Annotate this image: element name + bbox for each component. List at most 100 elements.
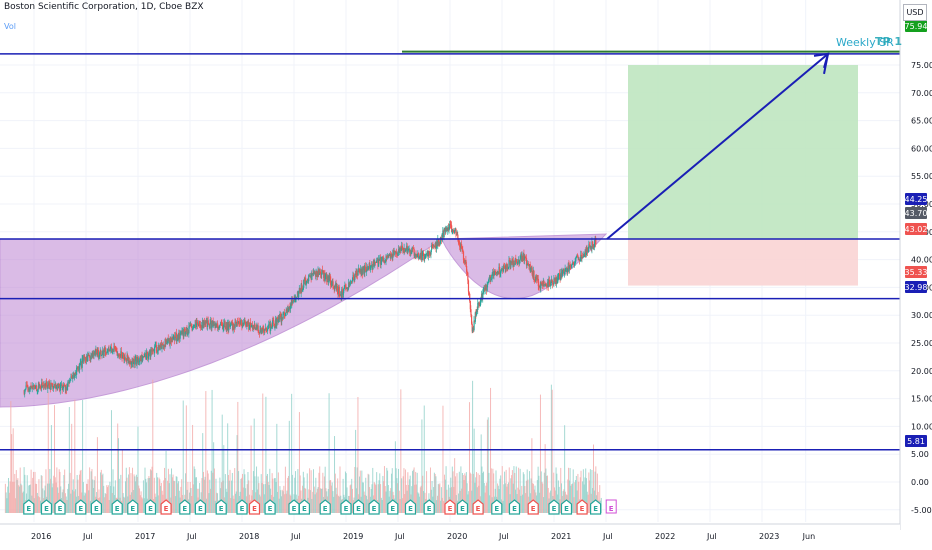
volume-bar	[364, 494, 366, 513]
earnings-marker[interactable]: E	[368, 499, 380, 515]
earnings-marker[interactable]: E	[75, 499, 87, 515]
earnings-marker[interactable]: E	[90, 499, 102, 515]
earnings-marker[interactable]: E	[387, 499, 399, 515]
candle-body	[276, 317, 278, 326]
volume-bar	[164, 467, 165, 513]
candle-body	[464, 259, 466, 264]
candle-body	[188, 326, 190, 334]
earnings-marker[interactable]: E	[40, 499, 53, 515]
price-axis[interactable]: -5.000.005.0010.0015.0020.0025.0030.0035…	[899, 0, 932, 550]
volume-bar	[181, 479, 183, 513]
candle-body	[119, 355, 121, 357]
volume-bar	[271, 473, 273, 513]
earnings-marker[interactable]: E	[23, 499, 35, 515]
candle-body	[167, 338, 169, 344]
candle-body	[580, 254, 582, 261]
candle-body	[388, 254, 390, 258]
candle-body	[339, 294, 341, 296]
time-tick-label: Jul	[186, 532, 197, 541]
volume-bar	[281, 489, 283, 513]
candle-body	[184, 328, 186, 335]
earnings-marker[interactable]: E	[508, 499, 521, 515]
earnings-marker[interactable]: E	[340, 499, 352, 515]
candle-body	[89, 355, 91, 358]
currency-button[interactable]: USD	[903, 4, 927, 21]
candle-body	[134, 358, 136, 365]
earnings-marker[interactable]: E	[548, 499, 560, 515]
earnings-icon	[491, 499, 503, 515]
earnings-marker[interactable]: E	[160, 499, 172, 515]
candle-body	[348, 282, 350, 289]
earnings-marker[interactable]: E	[54, 499, 66, 515]
earnings-marker[interactable]: E	[491, 499, 503, 515]
candle-body	[472, 327, 474, 332]
candle-body	[297, 291, 299, 298]
earnings-marker[interactable]: E	[127, 499, 139, 515]
earnings-marker[interactable]: E	[576, 499, 588, 515]
earnings-marker[interactable]: E	[456, 499, 469, 515]
volume-bar	[582, 481, 584, 513]
volume-bar	[135, 481, 137, 513]
volume-bar	[408, 479, 410, 513]
earnings-marker[interactable]: E	[605, 499, 617, 514]
price-levels[interactable]	[0, 50, 900, 451]
candle-body	[275, 318, 277, 327]
earnings-marker[interactable]: E	[444, 499, 456, 515]
candle-body	[490, 279, 492, 281]
arrow-tail	[823, 53, 829, 75]
volume-bar	[211, 389, 213, 513]
candle-body	[495, 271, 497, 274]
volume-bar	[510, 478, 512, 513]
candle-body	[379, 257, 382, 265]
earnings-marker[interactable]: E	[144, 499, 157, 515]
candle-body	[447, 227, 449, 231]
earnings-icon	[194, 499, 206, 515]
earnings-marker[interactable]: E	[248, 499, 261, 515]
candle-body	[438, 242, 440, 246]
earnings-marker[interactable]: E	[215, 499, 227, 515]
time-axis[interactable]: 2016 Jul 2017 Jul 2018 Jul 2019 Jul 2020 Jul 2021 J…	[0, 523, 900, 550]
volume-bar	[407, 472, 409, 513]
candle-body	[337, 292, 339, 294]
volume-bar	[464, 473, 466, 513]
candle-body	[324, 274, 327, 280]
candle-body	[283, 312, 285, 314]
volume-bar	[413, 467, 415, 513]
candle-body	[376, 259, 378, 261]
earnings-marker[interactable]: E	[288, 499, 300, 515]
earnings-marker[interactable]: E	[404, 499, 417, 515]
earnings-marker[interactable]: E	[264, 499, 276, 515]
candle-body	[593, 243, 596, 248]
candle-body	[531, 267, 533, 275]
volume-bar	[32, 477, 34, 513]
earnings-marker[interactable]: E	[352, 499, 365, 515]
candle-body	[271, 327, 273, 329]
candle-body	[534, 279, 536, 282]
earnings-marker[interactable]: E	[472, 499, 484, 515]
projection-arrow[interactable]	[606, 52, 830, 240]
earnings-marker[interactable]: E	[423, 499, 435, 515]
earnings-marker[interactable]: E	[590, 499, 602, 515]
volume-bar	[70, 493, 72, 513]
candle-body	[377, 259, 379, 267]
earnings-marker[interactable]: E	[179, 499, 191, 515]
candle-body	[498, 266, 500, 274]
earnings-marker[interactable]: E	[298, 499, 310, 515]
earnings-marker[interactable]: E	[319, 499, 331, 515]
volume-bar	[450, 477, 452, 513]
volume-bar	[517, 487, 519, 513]
candle-body	[46, 386, 48, 389]
earnings-icon	[576, 499, 588, 515]
earnings-marker[interactable]: E	[527, 499, 539, 515]
price-badge	[905, 193, 927, 205]
earnings-marker[interactable]: E	[560, 499, 573, 515]
earnings-marker[interactable]: E	[111, 499, 123, 515]
candle-body	[253, 325, 255, 329]
earnings-marker[interactable]: E	[194, 499, 206, 515]
price-tick-label: 10.00	[911, 422, 932, 431]
volume-bar	[230, 498, 232, 513]
earnings-marker[interactable]: E	[236, 499, 248, 515]
candle-body	[457, 234, 459, 239]
